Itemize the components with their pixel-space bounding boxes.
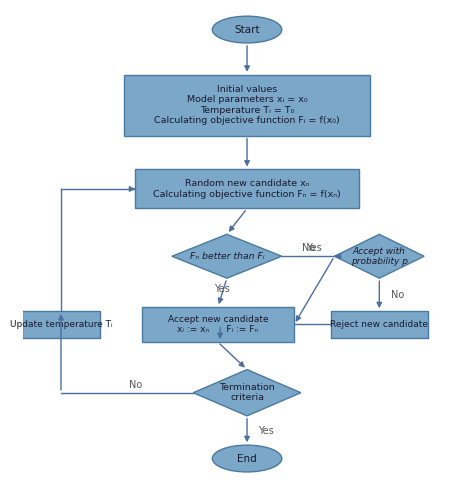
FancyBboxPatch shape — [22, 311, 100, 338]
FancyBboxPatch shape — [142, 307, 294, 342]
Text: Update temperature Tᵢ: Update temperature Tᵢ — [9, 320, 112, 329]
Text: No: No — [129, 380, 143, 390]
Text: Yes: Yes — [258, 425, 274, 435]
Text: No: No — [301, 244, 315, 253]
FancyBboxPatch shape — [135, 170, 359, 209]
Text: Initial values
Model parameters xᵢ = x₀
Temperature Tᵢ = T₀
Calculating objectiv: Initial values Model parameters xᵢ = x₀ … — [154, 85, 340, 125]
Text: End: End — [237, 454, 257, 463]
Text: Accept new candidate
xᵢ := xₙ      Fᵢ := Fₙ: Accept new candidate xᵢ := xₙ Fᵢ := Fₙ — [168, 315, 268, 334]
FancyBboxPatch shape — [331, 311, 428, 338]
Text: Yes: Yes — [215, 284, 230, 294]
Polygon shape — [335, 234, 424, 278]
Text: Yes: Yes — [306, 244, 322, 253]
Text: Fₙ better than Fᵢ: Fₙ better than Fᵢ — [190, 252, 264, 261]
Text: Start: Start — [234, 25, 260, 35]
Text: Reject new candidate: Reject new candidate — [330, 320, 428, 329]
Text: Accept with
probability p: Accept with probability p — [351, 246, 408, 266]
Polygon shape — [193, 370, 301, 416]
Ellipse shape — [212, 16, 282, 43]
FancyBboxPatch shape — [124, 74, 370, 136]
Text: No: No — [391, 289, 404, 300]
Text: Termination
criteria: Termination criteria — [219, 383, 275, 402]
Polygon shape — [172, 234, 282, 278]
Text: Random new candidate xₙ
Calculating objective function Fₙ = f(xₙ): Random new candidate xₙ Calculating obje… — [153, 179, 341, 199]
Ellipse shape — [212, 445, 282, 472]
